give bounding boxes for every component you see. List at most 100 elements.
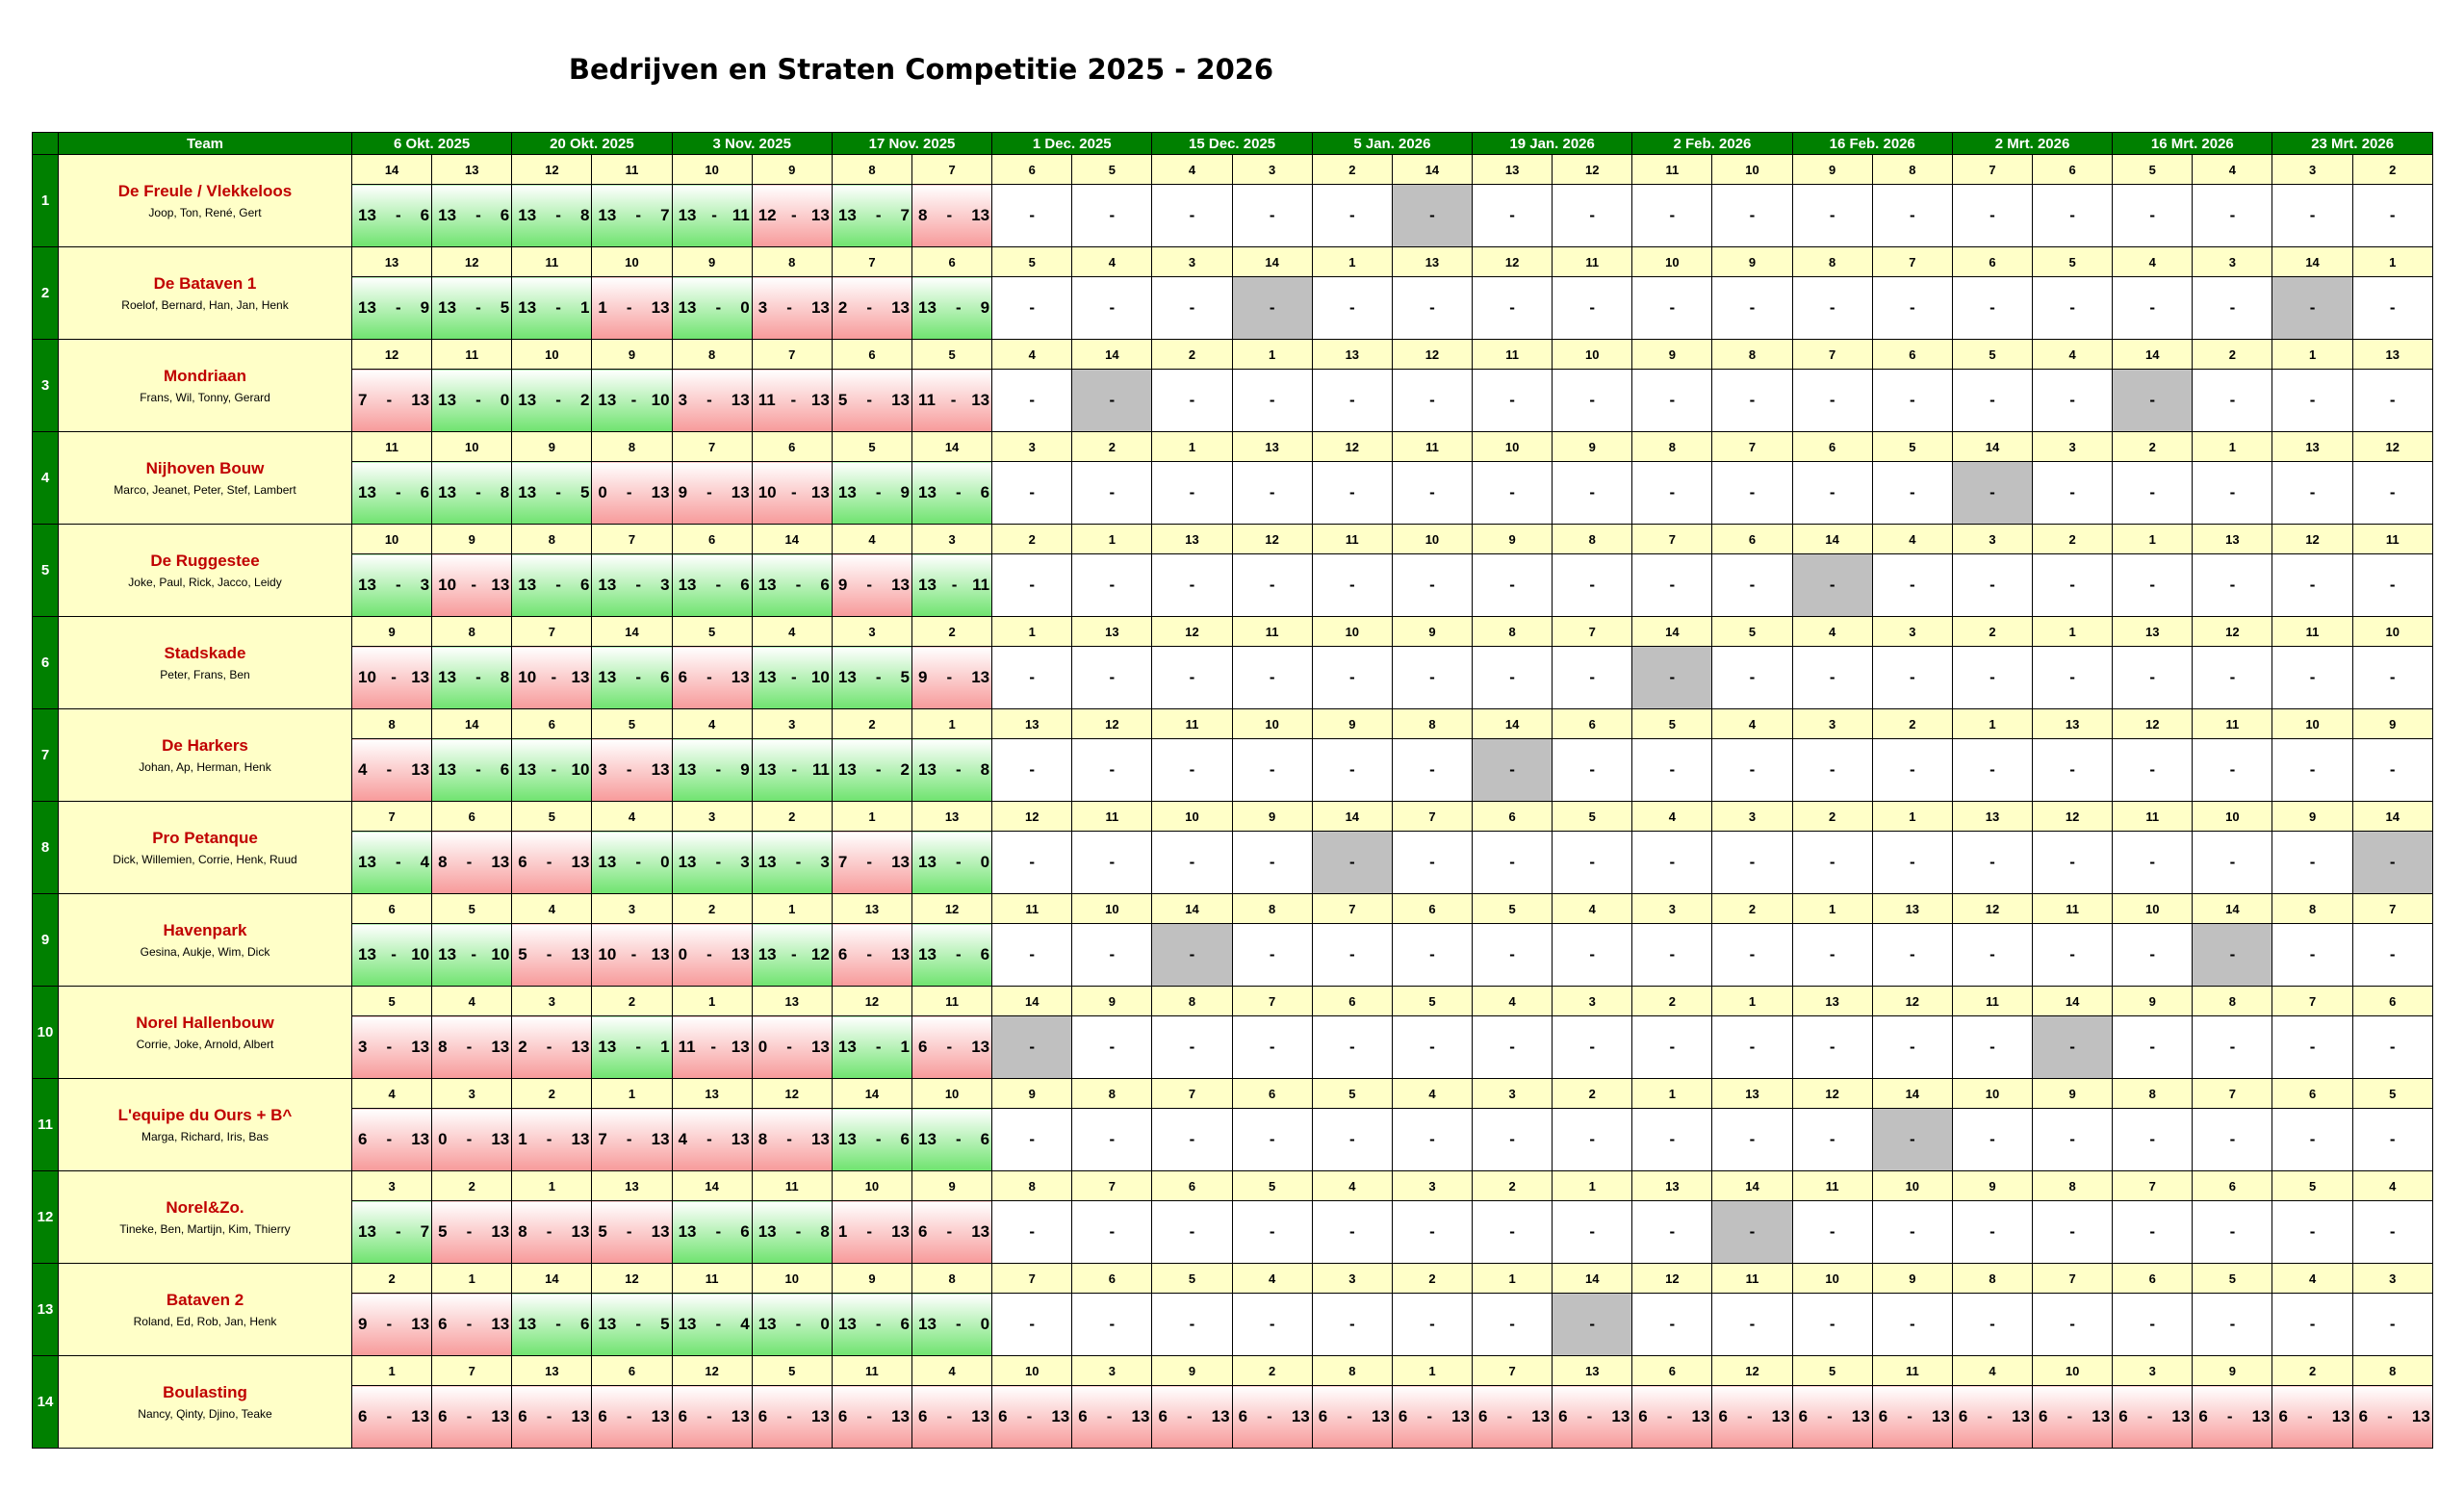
opponent-number: 13 xyxy=(831,893,913,924)
score-separator: - xyxy=(475,483,481,501)
opponent-number: 3 xyxy=(2272,154,2353,185)
result-dash: - xyxy=(1669,298,1676,317)
opponent-number: 8 xyxy=(1951,1263,2034,1294)
match-pending: - xyxy=(1071,276,1153,340)
team-cell: De Freule / Vlekkeloos Joop, Ton, René, G… xyxy=(58,154,352,247)
opponent-number: 5 xyxy=(350,986,433,1016)
match-pending: - xyxy=(1231,1293,1313,1356)
match-result: 6-13 xyxy=(431,1385,513,1449)
match-result: 6-13 xyxy=(2192,1385,2273,1449)
score-own: 13 xyxy=(837,760,857,779)
opponent-number: 11 xyxy=(1791,1170,1873,1201)
match-pending: - xyxy=(1391,369,1474,432)
score-separator: - xyxy=(471,576,477,594)
match-result: 13-8 xyxy=(751,1200,833,1264)
score-separator: - xyxy=(386,1130,393,1148)
opponent-number: 10 xyxy=(2192,801,2273,832)
match-pending: - xyxy=(991,553,1073,617)
score: 13-6 xyxy=(833,1315,911,1334)
team-opponents-row: 8 Pro Petanque Dick, Willemien, Corrie, He… xyxy=(32,801,2433,894)
result-dash: - xyxy=(2069,1130,2075,1148)
match-pending: - xyxy=(1151,1200,1233,1264)
score: 13-10 xyxy=(513,760,591,780)
result-dash: - xyxy=(1829,1315,1835,1333)
match-pending: - xyxy=(1711,461,1793,525)
opponent-number: 1 xyxy=(1871,801,1953,832)
score-opponent: 2 xyxy=(579,391,590,409)
score-separator: - xyxy=(866,391,873,409)
score-own: 8 xyxy=(918,206,928,224)
team-players: Peter, Frans, Ben xyxy=(160,668,250,681)
score-separator: - xyxy=(710,1038,716,1056)
score-own: 10 xyxy=(598,945,617,963)
match-pending: - xyxy=(1871,276,1953,340)
score-own: 13 xyxy=(837,206,857,224)
match-result: 5-13 xyxy=(511,923,593,987)
result-dash: - xyxy=(1589,1038,1596,1056)
score-own: 13 xyxy=(518,760,537,779)
match-result: 4-13 xyxy=(671,1108,753,1171)
score: 7-13 xyxy=(353,391,431,410)
opponent-number: 12 xyxy=(751,1078,833,1109)
opponent-number: 14 xyxy=(1711,1170,1793,1201)
score-own: 13 xyxy=(757,945,777,963)
opponent-number: 7 xyxy=(591,524,673,554)
opponent-number: 3 xyxy=(1391,1170,1474,1201)
result-dash: - xyxy=(1589,945,1596,963)
result-dash: - xyxy=(1909,298,1915,317)
result-dash: - xyxy=(1909,945,1915,963)
result-dash: - xyxy=(1109,576,1116,594)
opponent-number: 10 xyxy=(511,339,593,370)
score: 6-13 xyxy=(513,853,591,872)
match-pending: - xyxy=(1631,831,1713,894)
result-dash: - xyxy=(2069,760,2075,779)
score-separator: - xyxy=(1666,1407,1673,1425)
score-opponent: 10 xyxy=(651,391,670,409)
opponent-number: 11 xyxy=(1871,1355,1953,1386)
opponent-number: 1 xyxy=(1951,708,2034,739)
score-separator: - xyxy=(635,576,642,594)
score: 6-13 xyxy=(1153,1407,1231,1426)
result-dash: - xyxy=(1989,298,1995,317)
score-own: 13 xyxy=(918,853,937,871)
result-dash: - xyxy=(1509,576,1515,594)
score-separator: - xyxy=(466,1407,473,1425)
opponent-number: 10 xyxy=(1071,893,1153,924)
opponent-number: 12 xyxy=(831,986,913,1016)
opponent-number: 8 xyxy=(350,708,433,739)
result-dash: - xyxy=(1029,576,1036,594)
score-own: 1 xyxy=(837,1222,848,1241)
result-dash: - xyxy=(1989,760,1995,779)
match-pending: - xyxy=(1231,553,1313,617)
match-result: 7-13 xyxy=(350,369,433,432)
score: 11-13 xyxy=(673,1038,751,1057)
match-pending: - xyxy=(2032,1108,2114,1171)
opponent-number: 8 xyxy=(431,616,513,647)
opponent-number: 5 xyxy=(2032,246,2114,277)
match-pending: - xyxy=(2192,1108,2273,1171)
score-separator: - xyxy=(790,945,797,963)
result-dash: - xyxy=(1109,668,1116,686)
match-pending: - xyxy=(2032,461,2114,525)
match-pending: - xyxy=(1711,1015,1793,1079)
score: 5-13 xyxy=(833,391,911,410)
opponent-number: 2 xyxy=(1151,339,1233,370)
opponent-number: 10 xyxy=(831,1170,913,1201)
result-dash: - xyxy=(1589,668,1596,686)
match-result: 3-13 xyxy=(350,1015,433,1079)
match-pending: - xyxy=(1391,1108,1474,1171)
opponent-number: 6 xyxy=(991,154,1073,185)
score: 5-13 xyxy=(593,1222,671,1242)
result-dash: - xyxy=(1749,576,1756,594)
score-opponent: 13 xyxy=(810,298,830,317)
match-pending: - xyxy=(1951,831,2034,894)
score-own: 13 xyxy=(518,206,537,224)
header-date: 2 Mrt. 2026 xyxy=(1951,132,2114,155)
header-date: 2 Feb. 2026 xyxy=(1631,132,1793,155)
opponent-number: 6 xyxy=(1391,893,1474,924)
opponent-number: 9 xyxy=(1711,246,1793,277)
score-own: 13 xyxy=(438,760,457,779)
score-separator: - xyxy=(786,1407,792,1425)
opponent-number: 4 xyxy=(2112,246,2194,277)
match-pending: - xyxy=(1951,184,2034,247)
